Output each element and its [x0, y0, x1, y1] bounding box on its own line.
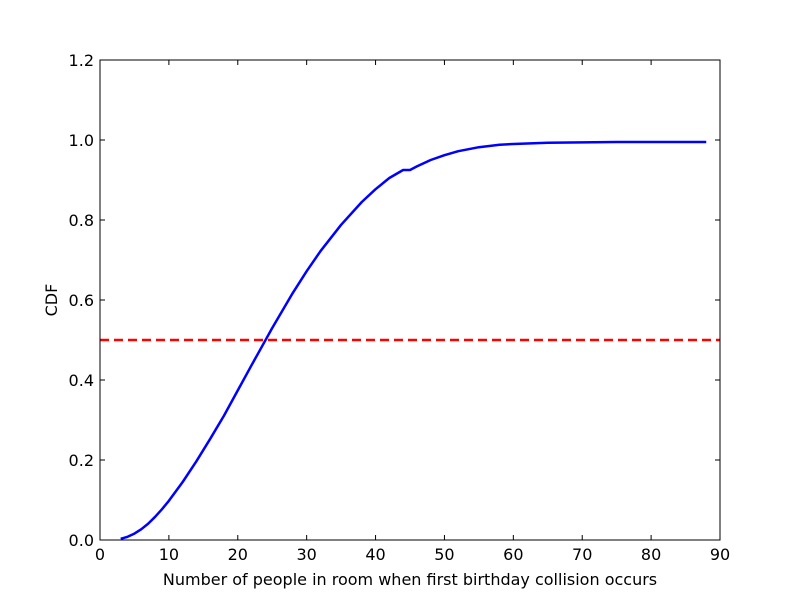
cdf-series-line	[120, 140, 707, 541]
y-tick-label: 0.6	[69, 291, 94, 310]
x-axis-label: Number of people in room when first birt…	[163, 570, 657, 589]
x-tick-label: 60	[503, 545, 523, 564]
x-tick-label: 30	[296, 545, 316, 564]
y-tick-label: 0.8	[69, 211, 94, 230]
x-tick-label: 90	[710, 545, 730, 564]
x-tick-label: 10	[159, 545, 179, 564]
x-tick-label: 40	[365, 545, 385, 564]
x-tick-label: 70	[572, 545, 592, 564]
y-axis-label: CDF	[42, 284, 61, 317]
y-tick-label: 0.4	[69, 371, 94, 390]
x-tick-label: 0	[95, 545, 105, 564]
y-tick-label: 1.2	[69, 51, 94, 70]
y-tick-label: 0.0	[69, 531, 94, 550]
y-tick-label: 1.0	[69, 131, 94, 150]
x-tick-label: 20	[228, 545, 248, 564]
x-tick-label: 80	[641, 545, 661, 564]
y-tick-label: 0.2	[69, 451, 94, 470]
x-tick-label: 50	[434, 545, 454, 564]
series-layer	[100, 140, 720, 541]
ticks-layer: 0 10 20 30 40 50 60 70 80 90 0.0 0.2 0.4 0.6 0.8 1.0 1.2	[69, 51, 731, 564]
